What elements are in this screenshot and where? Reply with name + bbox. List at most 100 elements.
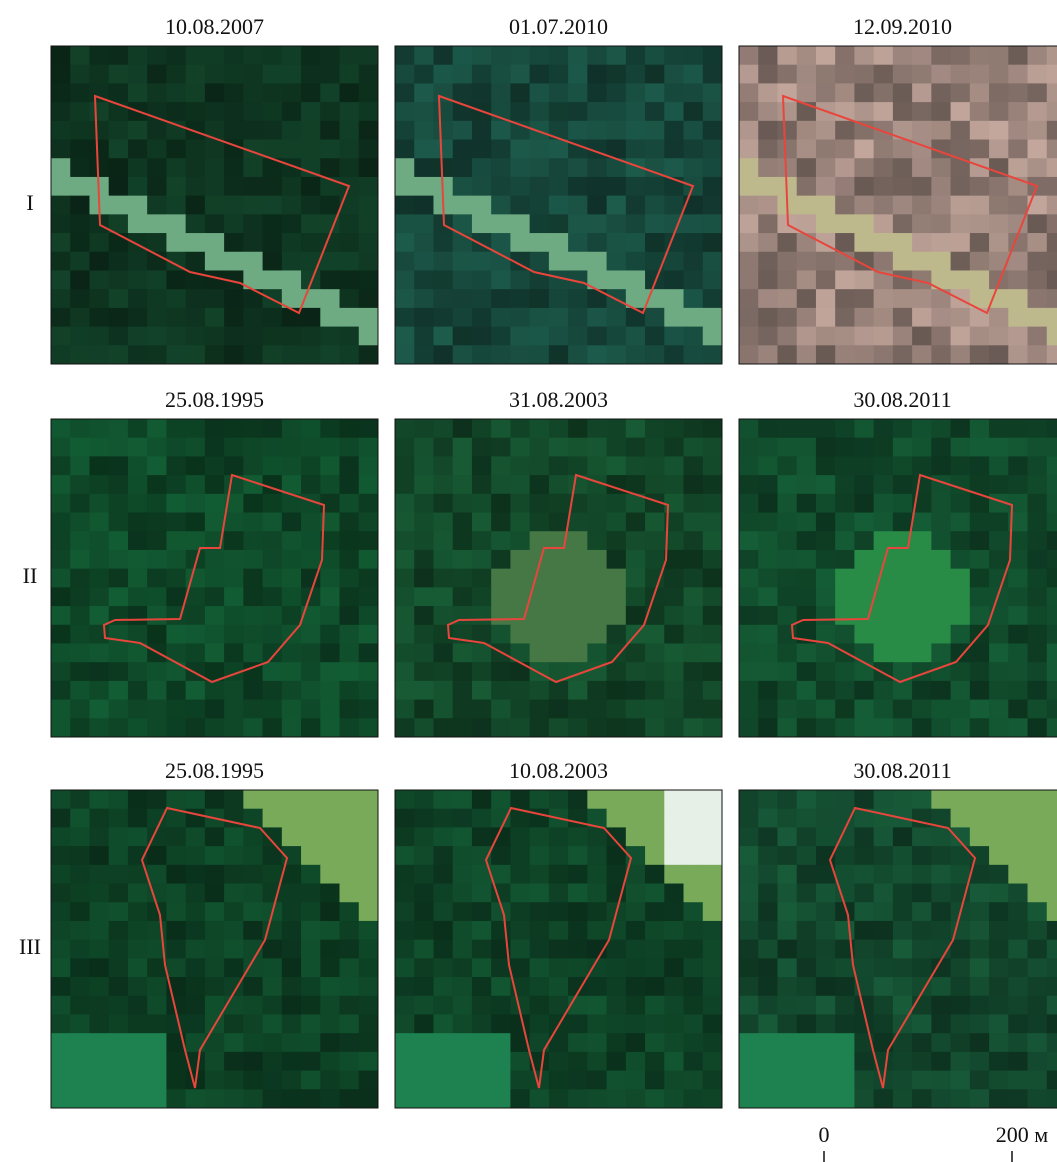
pixel xyxy=(893,884,913,903)
pixel xyxy=(301,1052,321,1071)
pixel xyxy=(758,587,778,606)
pixel xyxy=(414,270,434,289)
pixel xyxy=(51,345,71,364)
pixel xyxy=(282,65,302,84)
pixel xyxy=(395,177,415,196)
pixel xyxy=(128,65,148,84)
pixel xyxy=(797,65,817,84)
pixel xyxy=(414,177,434,196)
pixel xyxy=(224,196,244,215)
pixel xyxy=(166,902,186,921)
pixel xyxy=(664,289,684,308)
pixel xyxy=(797,977,817,996)
pixel xyxy=(224,121,244,140)
pixel xyxy=(739,827,759,846)
pixel xyxy=(51,177,71,196)
pixel xyxy=(414,718,434,737)
pixel xyxy=(472,921,492,940)
pixel xyxy=(874,1089,894,1108)
pixel xyxy=(510,790,530,809)
pixel xyxy=(951,270,971,289)
pixel xyxy=(320,884,340,903)
pixel xyxy=(530,494,550,513)
pixel xyxy=(70,662,90,681)
pixel xyxy=(549,700,569,719)
pixel xyxy=(89,790,109,809)
pixel xyxy=(433,884,453,903)
pixel xyxy=(510,531,530,550)
pixel xyxy=(301,214,321,233)
pixel xyxy=(472,809,492,828)
pixel xyxy=(626,270,646,289)
pixel xyxy=(395,718,415,737)
pixel xyxy=(282,1052,302,1071)
pixel xyxy=(205,902,225,921)
pixel xyxy=(433,921,453,940)
pixel xyxy=(395,606,415,625)
pixel xyxy=(147,83,167,102)
pixel xyxy=(433,158,453,177)
pixel xyxy=(758,625,778,644)
pixel xyxy=(128,196,148,215)
pixel xyxy=(739,158,759,177)
pixel xyxy=(70,606,90,625)
pixel xyxy=(340,494,360,513)
pixel xyxy=(549,587,569,606)
pixel xyxy=(282,921,302,940)
pixel xyxy=(684,902,704,921)
pixel xyxy=(186,140,206,159)
pixel xyxy=(433,996,453,1015)
pixel xyxy=(510,438,530,457)
pixel xyxy=(989,46,1009,65)
pixel xyxy=(70,921,90,940)
pixel xyxy=(89,1071,109,1090)
pixel xyxy=(51,827,71,846)
pixel xyxy=(395,475,415,494)
pixel xyxy=(645,214,665,233)
pixel xyxy=(664,158,684,177)
pixel xyxy=(758,345,778,364)
pixel xyxy=(835,270,855,289)
pixel xyxy=(340,140,360,159)
pixel xyxy=(51,921,71,940)
pixel xyxy=(128,475,148,494)
pixel xyxy=(472,270,492,289)
pixel xyxy=(186,884,206,903)
pixel xyxy=(1008,252,1028,271)
row-label: I xyxy=(26,190,33,215)
pixel xyxy=(912,327,932,346)
pixel xyxy=(186,809,206,828)
pixel xyxy=(854,327,874,346)
pixel xyxy=(758,846,778,865)
pixel xyxy=(359,662,379,681)
pixel xyxy=(320,569,340,588)
pixel xyxy=(893,940,913,959)
pixel xyxy=(931,83,951,102)
pixel xyxy=(951,643,971,662)
pixel xyxy=(645,718,665,737)
pixel xyxy=(1047,884,1057,903)
pixel xyxy=(1028,718,1048,737)
pixel xyxy=(166,550,186,569)
pixel xyxy=(664,419,684,438)
pixel xyxy=(587,233,607,252)
pixel xyxy=(395,587,415,606)
pixel xyxy=(414,233,434,252)
pixel xyxy=(530,625,550,644)
pixel xyxy=(282,1014,302,1033)
pixel xyxy=(989,958,1009,977)
pixel xyxy=(51,121,71,140)
pixel xyxy=(931,902,951,921)
pixel xyxy=(1008,625,1028,644)
pixel xyxy=(301,1014,321,1033)
pixel xyxy=(128,1089,148,1108)
pixel xyxy=(777,921,797,940)
pixel xyxy=(568,214,588,233)
pixel xyxy=(664,1033,684,1052)
pixel xyxy=(70,1089,90,1108)
pixel xyxy=(777,958,797,977)
pixel xyxy=(1047,456,1057,475)
pixel xyxy=(433,625,453,644)
pixel xyxy=(395,46,415,65)
pixel xyxy=(703,46,723,65)
